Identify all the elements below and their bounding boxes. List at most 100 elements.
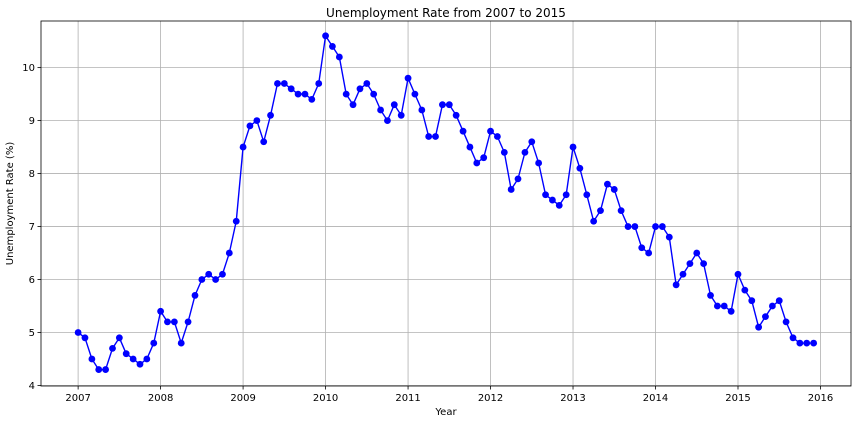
x-tick-label: 2008: [148, 393, 173, 404]
x-tick-label: 2015: [725, 393, 750, 404]
data-point: [232, 217, 240, 225]
data-point: [115, 334, 123, 342]
data-point: [679, 270, 687, 278]
data-point: [562, 191, 570, 199]
data-point: [81, 334, 89, 342]
data-point: [315, 80, 323, 87]
data-point: [521, 148, 529, 156]
data-point: [418, 106, 426, 114]
data-point: [294, 90, 302, 98]
data-point: [356, 85, 364, 93]
data-point: [507, 186, 515, 193]
data-point: [672, 281, 680, 289]
data-point: [143, 355, 151, 363]
data-point: [748, 297, 756, 305]
data-point: [480, 154, 488, 162]
x-tick-label: 2014: [643, 393, 668, 404]
data-point: [191, 292, 199, 299]
plot-frame: [40, 20, 852, 387]
data-point: [95, 366, 103, 373]
data-point: [425, 133, 433, 140]
x-tick-label: 2011: [395, 393, 420, 404]
data-point: [576, 164, 584, 172]
data-point: [342, 90, 350, 98]
x-tick-label: 2007: [65, 393, 90, 404]
data-point: [102, 366, 109, 373]
y-tick-label: 8: [29, 169, 35, 180]
data-point: [631, 223, 639, 230]
data-point: [810, 339, 818, 347]
data-point: [150, 339, 158, 347]
data-point: [136, 360, 144, 368]
data-point: [768, 302, 776, 310]
data-point: [493, 133, 501, 140]
data-point: [88, 355, 96, 363]
data-point: [604, 180, 611, 188]
data-point: [253, 117, 261, 124]
data-point: [109, 344, 116, 352]
data-point: [597, 207, 604, 215]
data-point: [390, 101, 398, 109]
data-point: [432, 133, 439, 140]
data-point: [741, 286, 749, 294]
data-point: [803, 339, 811, 347]
data-point: [322, 32, 329, 40]
data-point: [590, 217, 598, 225]
data-point: [542, 191, 549, 199]
x-tick-label: 2012: [478, 393, 503, 404]
tick-labels: 2007 2008 2009 2010 2011 2012 2013 2014 2015 2016…: [22, 63, 833, 404]
data-point: [452, 111, 460, 119]
data-point: [411, 90, 419, 98]
data-point: [205, 270, 213, 278]
data-point: [755, 323, 763, 331]
data-point: [658, 223, 666, 230]
data-point: [377, 106, 384, 114]
data-point: [439, 101, 446, 109]
data-point: [720, 302, 728, 310]
data-point: [713, 302, 721, 310]
data-point: [308, 96, 316, 103]
data-point: [555, 201, 563, 209]
y-tick-label: 4: [29, 381, 35, 392]
data-point: [274, 80, 281, 87]
data-point: [487, 127, 494, 135]
data-point: [528, 138, 536, 146]
data-point: [569, 143, 577, 151]
data-point: [122, 350, 130, 358]
grid: [41, 21, 851, 386]
data-point: [164, 318, 171, 326]
data-point: [287, 85, 295, 93]
data-point: [700, 260, 707, 268]
data-point: [473, 159, 481, 167]
data-point: [535, 159, 543, 167]
data-point: [184, 318, 192, 326]
data-point: [707, 292, 714, 299]
data-point: [384, 117, 391, 124]
data-point: [335, 53, 343, 61]
x-axis-label: Year: [434, 407, 457, 418]
data-point: [219, 270, 226, 278]
data-point: [170, 318, 178, 326]
chart-title: Unemployment Rate from 2007 to 2015: [326, 6, 566, 20]
data-point: [693, 249, 701, 257]
data-point: [363, 80, 371, 87]
data-point: [665, 233, 673, 241]
data-point: [583, 191, 591, 199]
data-point: [129, 355, 137, 363]
data-point: [301, 90, 309, 98]
data-point: [260, 138, 268, 146]
data-point: [514, 175, 522, 183]
y-tick-label: 6: [29, 275, 35, 286]
data-point: [617, 207, 625, 215]
data-point: [370, 90, 378, 98]
data-point: [466, 143, 474, 151]
data-point: [624, 223, 632, 230]
data-point: [549, 196, 556, 204]
data-point: [329, 43, 336, 50]
data-point: [198, 276, 206, 283]
data-point: [727, 307, 735, 315]
data-point: [645, 249, 653, 257]
data-point: [225, 249, 233, 257]
